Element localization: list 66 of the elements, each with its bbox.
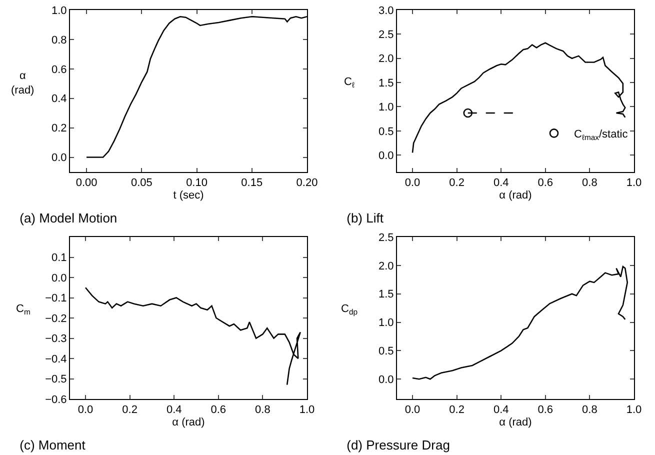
y-tick-label: 0.0 [52, 272, 67, 284]
y-tick-label: 0.0 [52, 152, 67, 164]
y-axis-title: α (rad) [11, 70, 34, 96]
y-tick-label: 0.0 [378, 150, 394, 162]
text: (b) Lift [346, 210, 384, 226]
x-tick-label: 0.2 [449, 404, 464, 416]
x-tick-label: 1.0 [626, 177, 642, 190]
x-axis-title: α (rad) [499, 189, 532, 202]
x-tick-label: 0.0 [78, 404, 94, 416]
y-tick-label: −0.3 [45, 333, 67, 346]
y-tick-label: 2.0 [378, 260, 394, 272]
x-tick-label: 0.0 [404, 177, 420, 190]
y-tick-label: 0.2 [52, 122, 67, 135]
y-tick-label: 1.5 [378, 77, 394, 90]
text: (c) Moment [20, 437, 86, 452]
x-axis-title: α (rad) [499, 416, 532, 428]
legend-label: C$_{ℓmax}$/static [574, 128, 628, 142]
y-tick-label: −0.6 [45, 394, 67, 406]
y-tick-label: 0.8 [52, 34, 67, 46]
x-tick-label: 0.4 [493, 404, 509, 416]
y-axis-title: C$_{ℓ}$ [344, 76, 355, 90]
x-tick-label: 0.15 [241, 177, 263, 190]
x-tick-label: 0.6 [538, 404, 554, 416]
y-tick-label: 1.0 [52, 4, 67, 17]
y-tick-label: 2.0 [378, 53, 394, 66]
y-tick-label: 0.1 [52, 252, 67, 264]
x-tick-label: 0.4 [493, 177, 509, 190]
x-tick-label: 0.10 [186, 177, 208, 190]
text: (d) Pressure Drag [346, 437, 450, 452]
y-tick-label: 1.5 [378, 288, 394, 301]
x-axis-title: α (rad) [172, 416, 205, 428]
y-tick-label: 0.4 [52, 93, 67, 106]
y-tick-label: −0.5 [45, 374, 67, 386]
x-tick-label: 0.8 [582, 177, 598, 190]
x-axis-title: t (sec) [173, 189, 204, 202]
text: (a) Model Motion [20, 210, 118, 226]
x-tick-label: 0.20 [296, 177, 318, 190]
x-tick-label: 0.0 [404, 404, 420, 416]
y-axis-title: C$_{m}$ [16, 303, 30, 316]
y-tick-label: −0.4 [45, 353, 67, 366]
y-axis-title: C$_{dp}$ [341, 303, 358, 316]
x-tick-label: 0.6 [210, 404, 226, 416]
line-series [412, 266, 628, 380]
x-tick-label: 1.0 [299, 404, 315, 416]
y-tick-label: −0.2 [45, 312, 67, 325]
y-tick-label: 2.5 [378, 232, 394, 244]
y-tick-label: 0.5 [378, 126, 394, 138]
y-tick-label: 1.0 [378, 317, 394, 330]
x-tick-label: 0.00 [76, 177, 98, 190]
x-tick-label: 0.6 [538, 177, 554, 190]
x-tick-label: 0.05 [130, 177, 152, 190]
x-tick-label: 0.2 [122, 404, 138, 416]
x-tick-label: 0.2 [449, 177, 464, 190]
y-tick-label: 1.0 [378, 102, 394, 114]
y-tick-label: 2.5 [378, 29, 394, 42]
y-tick-label: −0.1 [45, 292, 67, 305]
y-tick-label: 0.6 [52, 64, 67, 76]
y-tick-label: 3.0 [378, 4, 394, 17]
y-tick-label: 0.5 [378, 346, 394, 358]
x-tick-label: 1.0 [626, 404, 642, 416]
x-tick-label: 0.4 [166, 404, 182, 416]
line-series [84, 286, 302, 386]
x-tick-label: 0.8 [255, 404, 270, 416]
x-tick-label: 0.8 [582, 404, 598, 416]
line-series [412, 42, 626, 154]
y-tick-label: 0.0 [378, 374, 394, 386]
